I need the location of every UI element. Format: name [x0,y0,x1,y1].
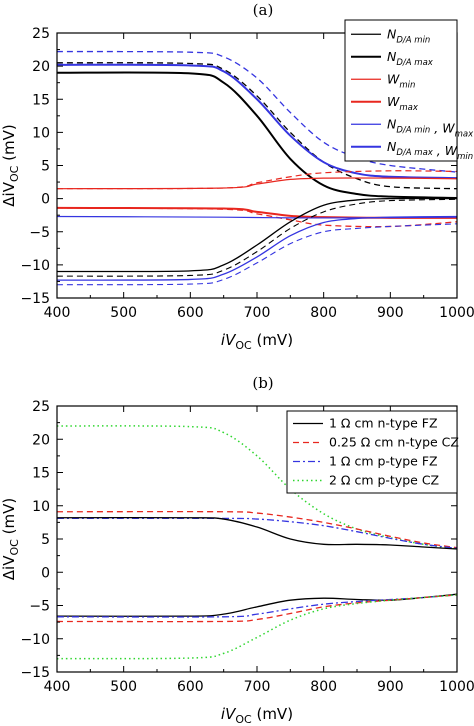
y-tick-label: 15 [32,92,50,108]
y-tick-label: −5 [29,225,50,241]
series-line [57,197,457,273]
series-line [57,594,457,623]
y-axis-label: ΔiVOC (mV) [0,498,21,580]
legend-label: ND/A min , Wmax [387,116,474,139]
legend-label: ND/A max , Wmin [387,139,473,162]
x-tick-label: 500 [110,305,137,321]
legend-box [344,19,458,162]
y-tick-label: 10 [32,499,50,515]
legend-label: ND/A min [387,26,430,45]
legend-box [286,410,458,494]
y-tick-label: 5 [41,532,50,548]
legend-label: Wmax [387,94,419,113]
series-group [57,425,457,660]
panel-title: (a) [253,1,274,19]
series-line [57,62,457,190]
legend-label: ND/A max [387,49,434,68]
legend-label: 0.25 Ω cm n-type CZ [329,435,459,450]
y-tick-label: −10 [20,258,50,274]
x-tick-label: 500 [110,679,137,695]
y-tick-label: 25 [32,399,50,415]
x-tick-label: 400 [44,305,71,321]
y-tick-label: 20 [32,432,50,448]
x-tick-label: 700 [244,679,271,695]
y-axis-label: ΔiVOC (mV) [0,124,21,206]
series-line [57,198,457,277]
series-line [57,170,457,190]
y-tick-label: 10 [32,125,50,141]
x-tick-label: 900 [377,679,404,695]
x-axis-label: iVOC (mV) [221,705,293,726]
x-tick-label: 800 [310,679,337,695]
series-line [57,594,457,660]
series-line [57,215,457,281]
y-tick-label: 20 [32,59,50,75]
panel-a: (a) 400 500 600 700 800 900 1000 −15 −10 −5 0 5 10 15 2… [0,1,474,352]
series-line [57,50,457,173]
series-line [57,223,457,286]
x-tick-label: 400 [44,679,71,695]
legend: ND/A min ND/A max Wmin Wmax ND/A min , WmaxN… [344,19,474,162]
panel-b: (b) 400 500 600 700 800 900 1000 −15 −10 −5 0 5 10 15 2… [0,374,474,726]
panel-title: (b) [252,374,273,392]
series-line [57,517,457,549]
y-tick-label: −15 [20,665,50,681]
y-tick-label: 25 [32,26,50,42]
x-tick-label: 800 [310,305,337,321]
series-line [57,425,457,550]
legend: 1 Ω cm n-type FZ 0.25 Ω cm n-type CZ 1 Ω c… [286,410,459,494]
legend-label: 2 Ω cm p-type CZ [329,473,439,488]
y-tick-label: 0 [41,192,50,208]
x-tick-label: 700 [244,305,271,321]
series-line [57,593,457,617]
y-tick-label: 15 [32,466,50,482]
x-axis-label: iVOC (mV) [221,331,293,352]
legend-label: 1 Ω cm p-type FZ [329,454,438,469]
x-tick-label: 900 [377,305,404,321]
legend-label: 1 Ω cm n-type FZ [329,416,438,431]
x-tick-label: 1000 [439,305,474,321]
x-tick-label: 600 [177,305,204,321]
series-line [57,510,457,549]
legend-label: Wmin [387,71,415,90]
x-tick-label: 1000 [439,679,474,695]
y-tick-label: −10 [20,632,50,648]
series-line [57,63,457,180]
y-tick-label: 0 [41,565,50,581]
y-tick-label: −5 [29,599,50,615]
x-tick-label: 600 [177,679,204,695]
y-tick-label: −15 [20,291,50,307]
series-line [57,71,457,199]
series-line [57,516,457,550]
y-tick-label: 5 [41,159,50,175]
series-line [57,594,457,618]
series-group [57,50,457,286]
